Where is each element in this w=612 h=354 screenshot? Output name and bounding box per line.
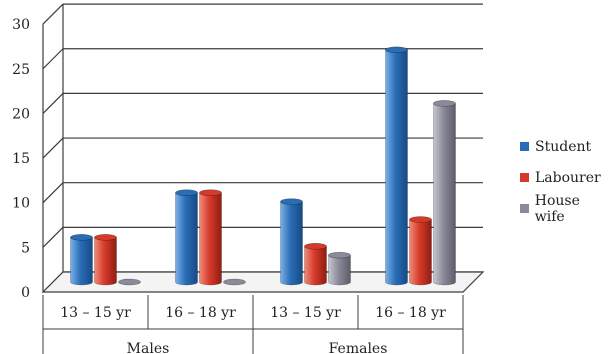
- legend: Student Labourer House wife: [520, 136, 612, 229]
- category-label: 13 – 15 yr: [270, 305, 341, 321]
- bar-labourer: [409, 216, 432, 286]
- bar-cap: [385, 46, 408, 54]
- axes: [41, 4, 485, 354]
- legend-label-house-wife: House wife: [534, 192, 580, 225]
- bar-body: [409, 219, 432, 286]
- y-tick-label: 20: [12, 106, 30, 122]
- bar-cap: [118, 278, 141, 286]
- category-label: 16 – 18 yr: [165, 305, 236, 321]
- legend-swatch-house-wife: [520, 204, 529, 213]
- bar-cap: [175, 189, 198, 196]
- group-label: Females: [329, 341, 388, 354]
- y-tick-label: 5: [21, 240, 30, 256]
- gridline-side: [42, 48, 64, 70]
- legend-item-student: Student: [520, 136, 612, 157]
- bar-cap: [304, 242, 327, 250]
- bar-cap: [409, 216, 432, 223]
- bar-labourer: [304, 242, 327, 286]
- category-label: 13 – 15 yr: [60, 305, 131, 321]
- category-label: 16 – 18 yr: [375, 305, 446, 321]
- bar-body: [199, 192, 222, 286]
- bar-body: [175, 192, 198, 286]
- bar-body: [280, 201, 303, 286]
- bar-house-wife: [433, 100, 456, 286]
- bars: [70, 46, 456, 286]
- legend-label-student: Student: [535, 138, 592, 155]
- bar-body: [433, 103, 456, 286]
- gridline-side: [42, 92, 64, 114]
- bar-student: [70, 234, 93, 286]
- gridline-side: [42, 182, 64, 204]
- legend-swatch-labourer: [520, 173, 529, 182]
- y-tick-label: 10: [12, 196, 30, 212]
- gridline-side: [42, 226, 64, 248]
- legend-item-house-wife: House wife: [520, 193, 612, 225]
- bar-body: [385, 49, 408, 286]
- floor: [41, 271, 485, 293]
- bar-cap: [328, 251, 351, 259]
- bar-body: [304, 245, 327, 286]
- legend-swatch-student: [520, 142, 529, 151]
- y-tick-label: 0: [21, 285, 30, 301]
- bar-cap: [70, 234, 93, 241]
- group-label: Males: [127, 341, 170, 354]
- bar-cap: [433, 100, 456, 107]
- gridline-side: [42, 3, 64, 25]
- legend-item-labourer: Labourer: [520, 167, 612, 188]
- bar-student: [280, 198, 303, 286]
- y-tick-label: 15: [12, 151, 30, 167]
- bar-cap: [280, 198, 303, 205]
- bar-house-wife: [118, 278, 141, 286]
- y-tick-label: 30: [12, 17, 30, 33]
- legend-label-labourer: Labourer: [535, 169, 601, 186]
- bar-labourer: [94, 234, 117, 286]
- bar-student: [175, 189, 198, 286]
- gridline-side: [42, 137, 64, 159]
- bar-cap: [223, 278, 246, 286]
- bar-labourer: [199, 189, 222, 286]
- bar-cap: [94, 234, 117, 241]
- bar-house-wife: [328, 251, 351, 286]
- bar-body: [94, 237, 117, 286]
- bar-student: [385, 46, 408, 286]
- bar-cap: [199, 189, 222, 196]
- axis-labels: 0 5 10 15 20 25 30 13 – 15 yr 16 – 18 yr 13 – 15 …: [12, 17, 446, 354]
- y-tick-label: 25: [12, 62, 30, 78]
- bar-house-wife: [223, 278, 246, 286]
- bar-body: [70, 237, 93, 286]
- bar-body: [328, 254, 351, 286]
